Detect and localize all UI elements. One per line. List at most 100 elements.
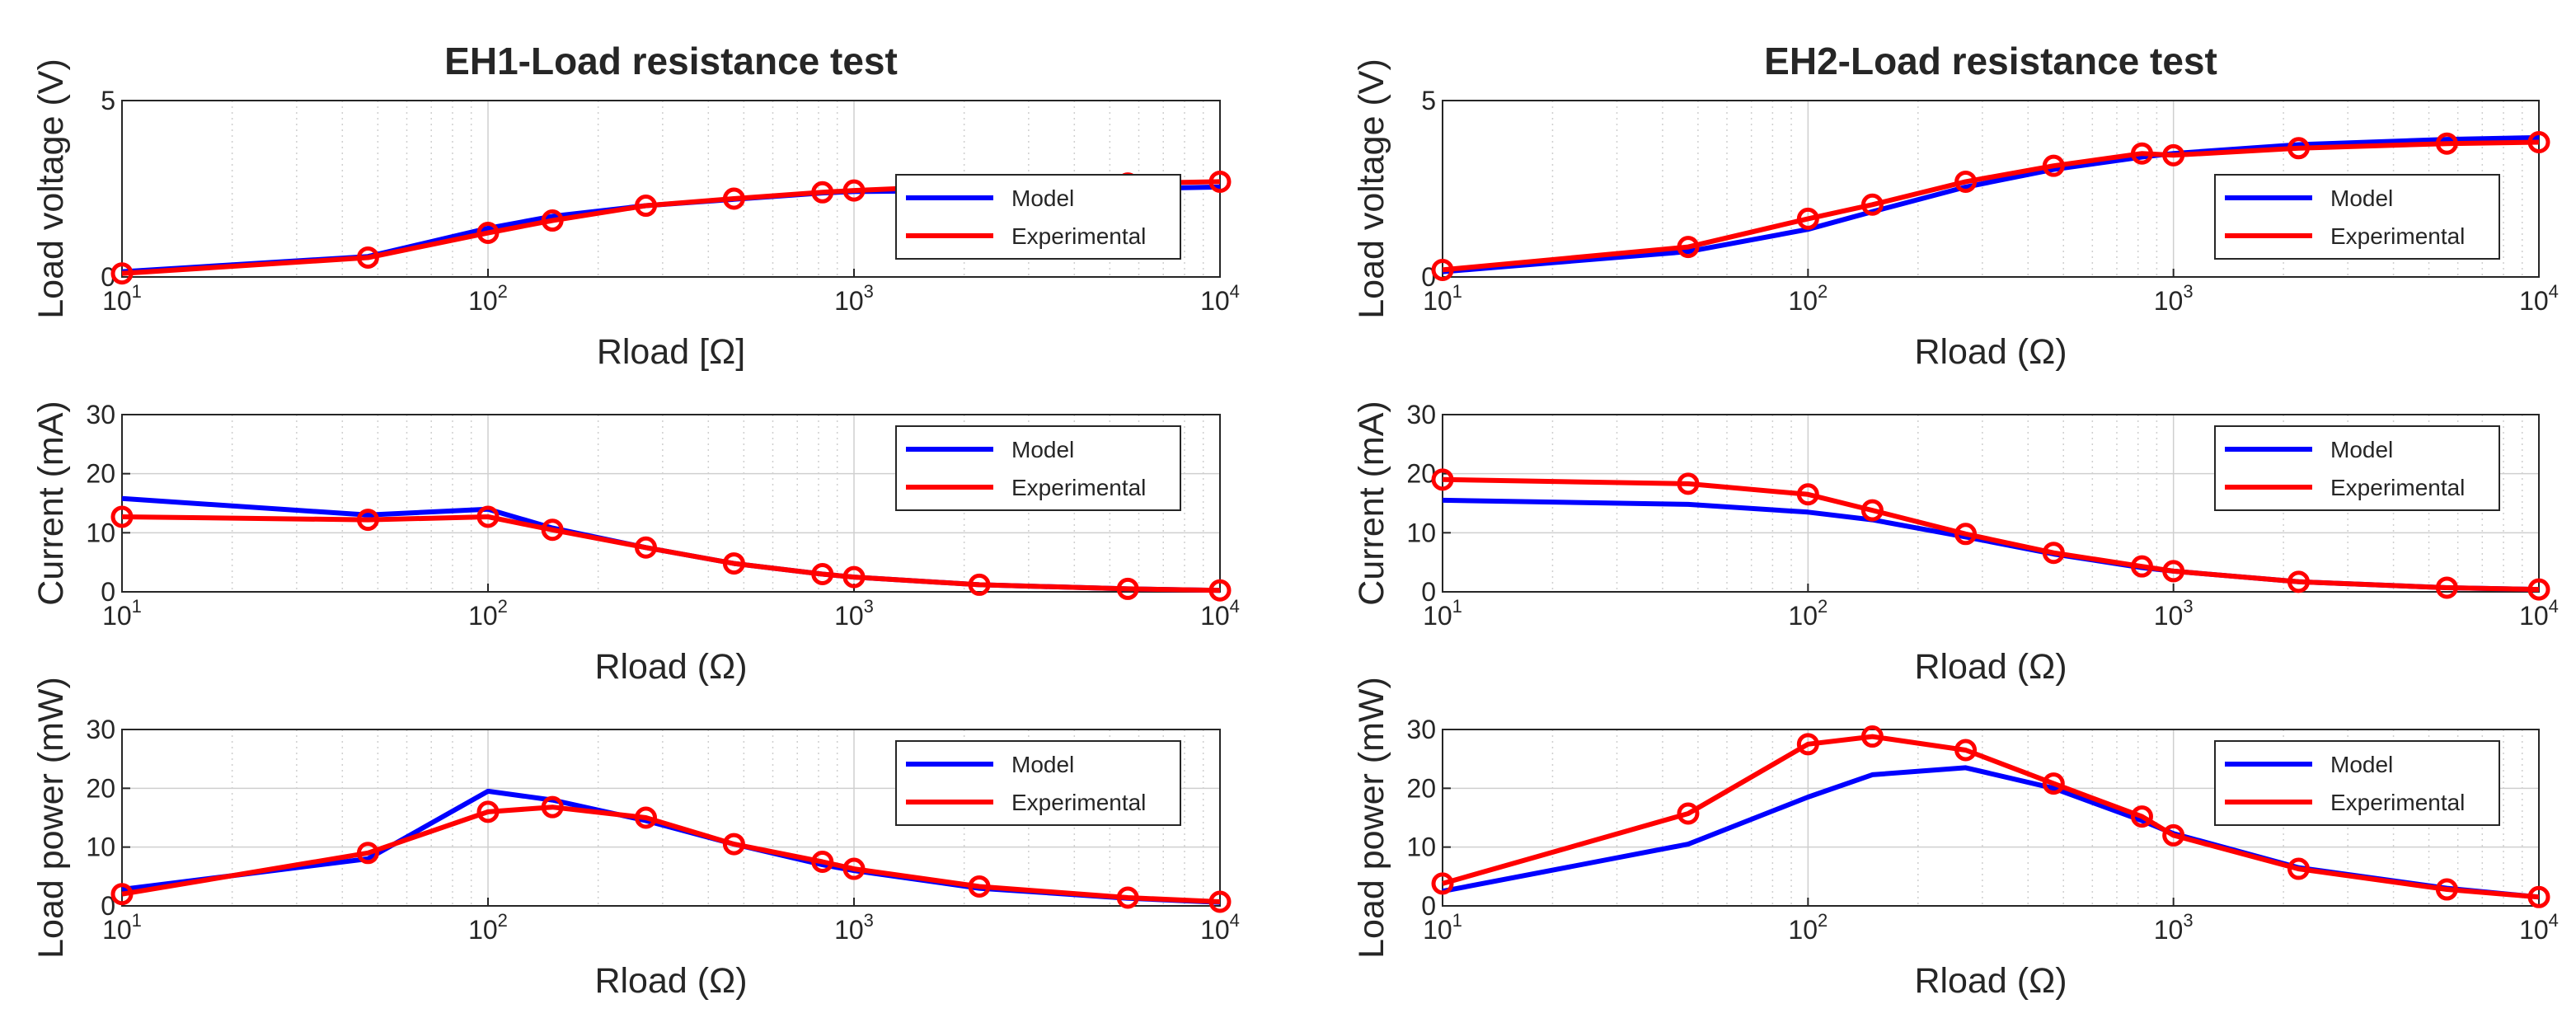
data-point-experimental	[842, 565, 866, 589]
data-point-experimental	[1677, 802, 1700, 825]
data-point-experimental	[2527, 885, 2550, 908]
y-axis-label: Current (mA)	[1352, 401, 1391, 605]
y-tick-label: 30	[1406, 715, 1436, 744]
x-tick-exponent: 1	[132, 910, 142, 931]
x-tick-base: 10	[1423, 601, 1452, 631]
y-tick-label: 30	[86, 400, 115, 429]
data-point-experimental	[2162, 560, 2185, 583]
data-point-experimental	[1796, 733, 1819, 756]
y-tick-label: 0	[101, 577, 115, 607]
y-tick-label: 10	[1406, 833, 1436, 862]
x-tick-label: 103	[2154, 910, 2194, 945]
data-point-experimental	[476, 800, 500, 823]
y-tick-label: 20	[1406, 459, 1436, 489]
x-tick-base: 10	[1788, 286, 1818, 316]
chart-title: EH1-Load resistance test	[444, 40, 898, 82]
legend: Model Experimental	[2214, 174, 2500, 260]
y-tick-label: 0	[1421, 577, 1436, 607]
data-point-experimental	[811, 181, 834, 204]
data-point-experimental	[1431, 468, 1454, 491]
x-tick-label: 103	[2154, 281, 2194, 316]
x-tick-exponent: 4	[2549, 596, 2559, 617]
x-tick-exponent: 4	[2549, 910, 2559, 931]
data-point-experimental	[1431, 872, 1454, 895]
x-tick-exponent: 2	[498, 596, 508, 617]
data-point-experimental	[1860, 725, 1884, 748]
data-point-experimental	[2162, 823, 2185, 847]
data-point-experimental	[1796, 483, 1819, 506]
x-tick-exponent: 2	[1818, 910, 1828, 931]
data-point-experimental	[2435, 576, 2458, 599]
x-tick-base: 10	[468, 601, 498, 631]
legend-label-model: Model	[1011, 752, 1074, 777]
data-point-experimental	[722, 187, 745, 210]
x-tick-label: 102	[468, 281, 508, 316]
data-point-experimental	[1860, 193, 1884, 216]
data-point-experimental	[1860, 499, 1884, 522]
y-tick-label: 20	[86, 773, 115, 803]
series-line-experimental	[1442, 139, 2540, 273]
data-point-experimental	[722, 833, 745, 856]
x-tick-exponent: 4	[1230, 596, 1240, 617]
x-tick-label: 102	[468, 596, 508, 631]
chart-title: EH2-Load resistance test	[1764, 40, 2217, 82]
x-tick-label: 104	[1200, 596, 1240, 631]
legend-label-model: Model	[2330, 185, 2393, 211]
legend-box	[895, 425, 1181, 511]
data-point-experimental	[968, 573, 991, 596]
data-point-experimental	[110, 883, 134, 906]
axes-box	[1442, 100, 2540, 278]
legend-label-model: Model	[2330, 752, 2393, 777]
axes-box	[1442, 414, 2540, 593]
x-tick-base: 10	[102, 915, 132, 945]
x-tick-label: 104	[1200, 281, 1240, 316]
x-tick-base: 10	[468, 286, 498, 316]
x-tick-label: 101	[1423, 281, 1462, 316]
x-tick-base: 10	[102, 286, 132, 316]
x-tick-base: 10	[2519, 915, 2549, 945]
legend-box	[2214, 174, 2500, 260]
x-tick-label: 103	[2154, 596, 2194, 631]
x-tick-exponent: 1	[1452, 596, 1462, 617]
data-point-experimental	[1954, 170, 1978, 193]
x-tick-base: 10	[1200, 601, 1230, 631]
legend: Model Experimental	[895, 425, 1181, 511]
data-point-experimental	[2130, 142, 2153, 165]
axes-box	[121, 729, 1221, 907]
y-tick-label: 5	[1421, 86, 1436, 115]
data-point-experimental	[968, 875, 991, 898]
x-tick-label: 101	[1423, 596, 1462, 631]
x-tick-exponent: 2	[498, 281, 508, 302]
y-tick-label: 0	[1421, 891, 1436, 921]
y-tick-label: 30	[1406, 400, 1436, 429]
x-tick-base: 10	[2154, 915, 2184, 945]
x-axis-label: Rload (Ω)	[1914, 961, 2067, 1001]
x-tick-label: 102	[1788, 910, 1828, 945]
y-tick-label: 10	[86, 833, 115, 862]
data-point-experimental	[110, 505, 134, 528]
data-point-experimental	[356, 842, 379, 865]
x-tick-base: 10	[1788, 601, 1818, 631]
x-tick-label: 104	[1200, 910, 1240, 945]
data-point-experimental	[1116, 886, 1139, 909]
data-point-experimental	[2435, 878, 2458, 901]
data-point-experimental	[541, 518, 564, 542]
data-point-experimental	[476, 222, 500, 244]
y-tick-label: 0	[101, 891, 115, 921]
data-point-experimental	[541, 209, 564, 232]
data-point-experimental	[1796, 207, 1819, 230]
x-tick-label: 103	[834, 596, 874, 631]
x-tick-exponent: 4	[1230, 910, 1240, 931]
series-line-experimental	[121, 514, 1221, 593]
x-tick-base: 10	[834, 915, 864, 945]
data-point-experimental	[2162, 143, 2185, 167]
axes-box	[121, 414, 1221, 593]
x-tick-exponent: 2	[1818, 281, 1828, 302]
data-point-experimental	[1116, 577, 1139, 600]
x-axis-label: Rload (Ω)	[594, 961, 747, 1001]
y-axis-label: Load power (mW)	[1352, 677, 1391, 959]
